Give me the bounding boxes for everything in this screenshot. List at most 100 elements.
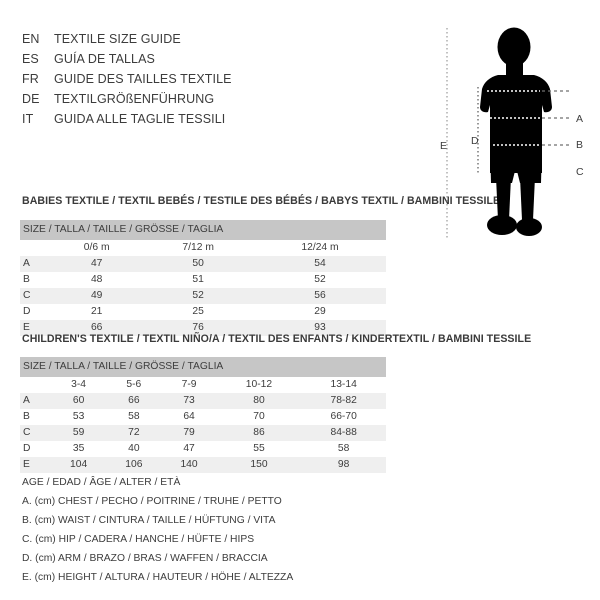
table-row: B 53 58 64 70 66-70 [20,409,386,425]
babies-row-label-e: E [20,320,51,336]
children-cell-e-3: 150 [216,457,302,473]
child-silhouette-svg [446,27,570,238]
language-code-es: ES [22,52,39,66]
babies-cell-c-0: 49 [51,288,143,304]
legend-line-age: AGE / EDAD / ÂGE / ALTER / ETÀ [22,477,181,488]
children-cell-c-3: 86 [216,425,302,441]
language-code-it: IT [22,112,34,126]
language-row-en: EN TEXTILE SIZE GUIDE [22,32,352,52]
language-code-fr: FR [22,72,39,86]
legend-line-b-waist: B. (cm) WAIST / CINTURA / TAILLE / HÜFTU… [22,515,276,526]
legend-line-a-chest: A. (cm) CHEST / PECHO / POITRINE / TRUHE… [22,496,282,507]
language-row-it: IT GUIDA ALLE TAGLIE TESSILI [22,112,352,132]
silhouette-shoe-right [516,218,542,236]
children-row-label-c: C [20,425,51,441]
children-cell-d-4: 58 [301,441,386,457]
table-row: C 49 52 56 [20,288,386,304]
babies-column-header-2: 12/24 m [253,240,386,256]
babies-row-label-c: C [20,288,51,304]
children-cell-d-3: 55 [216,441,302,457]
children-cell-c-4: 84-88 [301,425,386,441]
children-row-label-d: D [20,441,51,457]
legend-line-e-height: E. (cm) HEIGHT / ALTURA / HAUTEUR / HÖHE… [22,572,294,583]
babies-size-bar-label: SIZE / TALLA / TAILLE / GRÖSSE / TAGLIA [20,220,386,240]
silhouette-head [497,27,531,67]
language-text-de: TEXTILGRÖßENFÜHRUNG [54,92,215,106]
children-cell-c-2: 79 [161,425,217,441]
silhouette-shorts [490,145,542,183]
language-code-de: DE [22,92,40,106]
table-row: D 21 25 29 [20,304,386,320]
babies-cell-d-1: 25 [142,304,254,320]
children-section-title: CHILDREN'S TEXTILE / TEXTIL NIÑO/A / TEX… [22,333,532,345]
measurement-legend: AGE / EDAD / ÂGE / ALTER / ETÀ A. (cm) C… [22,473,293,587]
measure-label-c: C [576,166,584,178]
children-cell-a-0: 60 [51,393,107,409]
language-row-es: ES GUÍA DE TALLAS [22,52,352,72]
babies-cell-c-2: 56 [253,288,386,304]
children-column-header-row: 3-4 5-6 7-9 10-12 13-14 [20,377,386,393]
children-cell-c-0: 59 [51,425,107,441]
table-row: B 48 51 52 [20,272,386,288]
children-cell-b-4: 66-70 [301,409,386,425]
language-text-es: GUÍA DE TALLAS [54,52,155,66]
measure-label-b: B [576,139,584,151]
babies-corner-cell [20,240,51,256]
body-measurement-diagram: A B C D E [430,25,600,245]
children-cell-d-1: 40 [106,441,162,457]
children-cell-d-0: 35 [51,441,107,457]
table-row: E 66 76 93 [20,320,386,336]
table-row: A 47 50 54 [20,256,386,272]
silhouette-shoe-left [487,215,517,235]
measure-label-a: A [576,113,584,125]
table-row: C 59 72 79 86 84-88 [20,425,386,441]
children-cell-c-1: 72 [106,425,162,441]
children-size-table: SIZE / TALLA / TAILLE / GRÖSSE / TAGLIA … [20,357,386,473]
children-column-header-4: 13-14 [301,377,386,393]
children-column-header-1: 5-6 [106,377,162,393]
silhouette-neck [506,61,523,75]
children-row-label-a: A [20,393,51,409]
babies-cell-a-0: 47 [51,256,143,272]
children-cell-b-1: 58 [106,409,162,425]
measure-label-e: E [440,140,448,152]
language-text-en: TEXTILE SIZE GUIDE [54,32,181,46]
babies-section-title: BABIES TEXTILE / TEXTIL BEBÉS / TESTILE … [22,195,501,207]
babies-cell-a-2: 54 [253,256,386,272]
legend-line-d-arm: D. (cm) ARM / BRAZO / BRAS / WAFFEN / BR… [22,553,268,564]
babies-row-label-d: D [20,304,51,320]
children-cell-a-1: 66 [106,393,162,409]
children-column-header-0: 3-4 [51,377,107,393]
children-row-label-e: E [20,457,51,473]
children-cell-a-4: 78-82 [301,393,386,409]
language-code-en: EN [22,32,40,46]
language-title-block: EN TEXTILE SIZE GUIDE ES GUÍA DE TALLAS … [22,32,352,132]
table-row: D 35 40 47 55 58 [20,441,386,457]
children-column-header-3: 10-12 [216,377,302,393]
babies-cell-e-1: 76 [142,320,254,336]
babies-cell-c-1: 52 [142,288,254,304]
children-cell-b-2: 64 [161,409,217,425]
babies-column-header-1: 7/12 m [142,240,254,256]
children-cell-a-2: 73 [161,393,217,409]
children-size-bar-label: SIZE / TALLA / TAILLE / GRÖSSE / TAGLIA [20,357,386,377]
children-size-bar-row: SIZE / TALLA / TAILLE / GRÖSSE / TAGLIA [20,357,386,377]
babies-cell-d-2: 29 [253,304,386,320]
children-cell-e-1: 106 [106,457,162,473]
babies-cell-b-1: 51 [142,272,254,288]
babies-size-table: SIZE / TALLA / TAILLE / GRÖSSE / TAGLIA … [20,220,386,336]
language-text-fr: GUIDE DES TAILLES TEXTILE [54,72,232,86]
children-cell-d-2: 47 [161,441,217,457]
babies-row-label-b: B [20,272,51,288]
legend-line-c-hip: C. (cm) HIP / CADERA / HANCHE / HÜFTE / … [22,534,255,545]
children-cell-e-4: 98 [301,457,386,473]
children-corner-cell [20,377,51,393]
children-row-label-b: B [20,409,51,425]
babies-row-label-a: A [20,256,51,272]
language-text-it: GUIDA ALLE TAGLIE TESSILI [54,112,226,126]
language-row-fr: FR GUIDE DES TAILLES TEXTILE [22,72,352,92]
children-cell-b-0: 53 [51,409,107,425]
table-row: A 60 66 73 80 78-82 [20,393,386,409]
babies-cell-d-0: 21 [51,304,143,320]
babies-column-header-row: 0/6 m 7/12 m 12/24 m [20,240,386,256]
